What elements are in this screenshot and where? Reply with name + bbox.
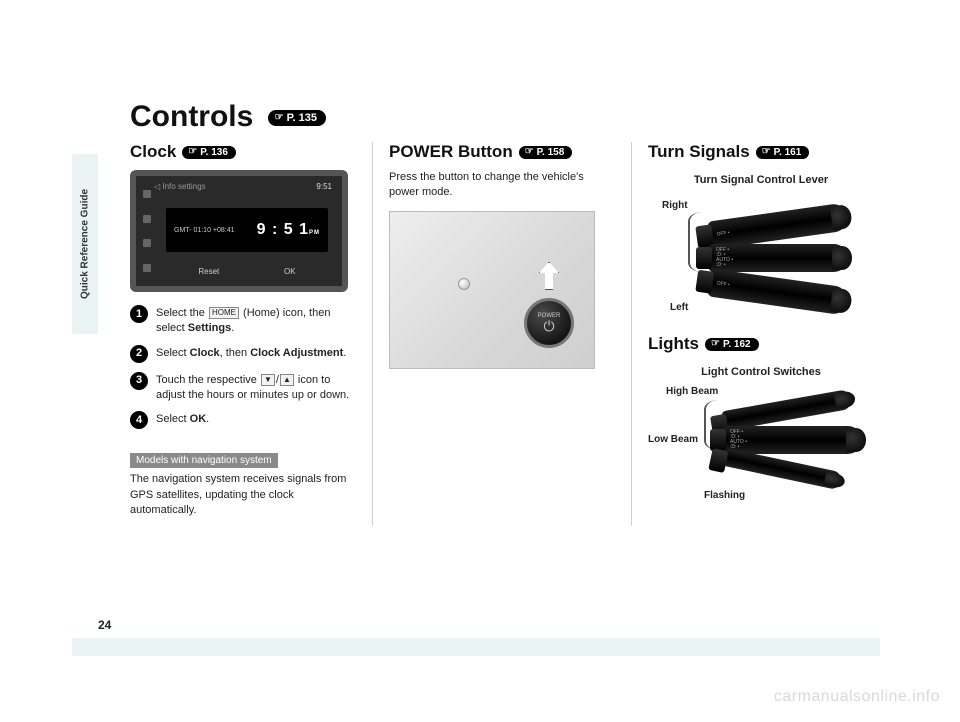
hand-icon: ☞ <box>188 147 197 157</box>
down-key-icon: ▼ <box>261 374 275 386</box>
label-left: Left <box>670 302 688 313</box>
step-num: 2 <box>130 345 148 363</box>
turnsignals-page-ref: ☞ P. 161 <box>756 146 810 159</box>
lights-illustration: High Beam Low Beam Flashing OFF • :D: • … <box>648 386 866 526</box>
turnsignals-heading-text: Turn Signals <box>648 142 750 162</box>
lights-page-ref: ☞ P. 162 <box>705 338 759 351</box>
step-text: Select OK. <box>156 412 356 427</box>
arrow-up-icon <box>539 262 559 290</box>
clock-pref-text: P. 136 <box>200 147 228 158</box>
display-ok: OK <box>284 267 296 276</box>
turnsignal-caption: Turn Signal Control Lever <box>648 174 874 186</box>
hand-icon: ☞ <box>275 113 284 123</box>
label-highbeam: High Beam <box>666 386 718 397</box>
display-panel: GMT- 01:10 +08:41 9 : 5 1PM <box>166 208 328 252</box>
title-text: Controls <box>130 100 253 133</box>
step-text: Select Clock, then Clock Adjustment. <box>156 346 356 361</box>
title-pref-text: P. 135 <box>287 112 317 124</box>
hand-icon: ☞ <box>525 147 534 157</box>
display-topbar: ◁ Info settings 9:51 <box>154 182 332 191</box>
power-heading-text: POWER Button <box>389 142 513 162</box>
page-number: 24 <box>98 618 111 632</box>
home-key-icon: HOME <box>209 307 239 319</box>
display-info: ◁ Info settings <box>154 182 206 191</box>
power-page-ref: ☞ P. 158 <box>519 146 573 159</box>
turnsignal-illustration: Right Left OFF • OFF • :D: • AUTO • :D: … <box>648 194 866 324</box>
label-right: Right <box>662 200 688 211</box>
turnsignals-heading: Turn Signals ☞ P. 161 <box>648 142 874 162</box>
clock-heading: Clock ☞ P. 136 <box>130 142 356 162</box>
clock-display-mock: ◁ Info settings 9:51 GMT- 01:10 +08:41 9… <box>130 170 348 292</box>
step-4: 4 Select OK. <box>130 412 356 429</box>
side-tab-label: Quick Reference Guide <box>80 189 91 299</box>
nav-note: The navigation system receives signals f… <box>130 472 356 518</box>
lever-high <box>721 389 852 431</box>
lights-heading: Lights ☞ P. 162 <box>648 334 874 354</box>
clock-heading-text: Clock <box>130 142 176 162</box>
label-lowbeam: Low Beam <box>648 434 698 445</box>
display-buttons: Reset OK <box>166 267 328 276</box>
display-sidestrip <box>140 182 154 280</box>
col-signals-lights: Turn Signals ☞ P. 161 Turn Signal Contro… <box>631 142 874 526</box>
title-page-ref: ☞ P. 135 <box>268 110 326 126</box>
col-clock: Clock ☞ P. 136 ◁ Info settings 9:51 GMT-… <box>130 142 372 526</box>
col-power: POWER Button ☞ P. 158 Press the button t… <box>372 142 631 526</box>
display-clock: 9 : 5 1PM <box>257 221 320 239</box>
power-illustration: POWER ⏻ <box>389 211 595 369</box>
power-pref-text: P. 158 <box>537 147 565 158</box>
power-description: Press the button to change the vehicle's… <box>389 170 615 201</box>
dash-knob-icon <box>458 278 470 290</box>
lever-up: OFF • <box>707 202 850 249</box>
clock-page-ref: ☞ P. 136 <box>182 146 236 159</box>
power-symbol-icon: ⏻ <box>543 319 554 333</box>
display-gmt: GMT- 01:10 +08:41 <box>174 227 235 234</box>
step-text: Touch the respective ▼/▲ icon to adjust … <box>156 373 356 403</box>
turnsignals-pref-text: P. 161 <box>774 147 802 158</box>
step-text: Select the HOME (Home) icon, then select… <box>156 306 356 336</box>
step-1: 1 Select the HOME (Home) icon, then sele… <box>130 306 356 336</box>
lever-flash <box>721 448 842 491</box>
lever-main: OFF • :D: • AUTO • :D: • <box>722 426 862 454</box>
up-key-icon: ▲ <box>280 374 294 386</box>
lever-down: OFF • <box>707 268 850 315</box>
power-button-icon: POWER ⏻ <box>524 298 574 348</box>
label-flashing: Flashing <box>704 490 745 501</box>
side-tab: Quick Reference Guide <box>72 154 98 334</box>
step-num: 3 <box>130 372 148 390</box>
lever-mid: OFF • :D: • AUTO • :D: • <box>708 244 848 272</box>
hand-icon: ☞ <box>711 339 720 349</box>
display-time-small: 9:51 <box>316 182 332 191</box>
watermark: carmanualsonline.info <box>774 688 940 706</box>
hand-icon: ☞ <box>762 147 771 157</box>
step-num: 4 <box>130 411 148 429</box>
lights-pref-text: P. 162 <box>723 339 751 350</box>
page-title: Controls ☞ P. 135 <box>130 100 326 134</box>
bottom-accent-bar <box>72 638 880 656</box>
model-callout: Models with navigation system <box>130 453 278 468</box>
step-2: 2 Select Clock, then Clock Adjustment. <box>130 346 356 363</box>
display-reset: Reset <box>198 267 219 276</box>
power-heading: POWER Button ☞ P. 158 <box>389 142 615 162</box>
lights-caption: Light Control Switches <box>648 366 874 378</box>
lights-heading-text: Lights <box>648 334 699 354</box>
step-3: 3 Touch the respective ▼/▲ icon to adjus… <box>130 373 356 403</box>
columns: Clock ☞ P. 136 ◁ Info settings 9:51 GMT-… <box>130 142 874 526</box>
step-num: 1 <box>130 305 148 323</box>
